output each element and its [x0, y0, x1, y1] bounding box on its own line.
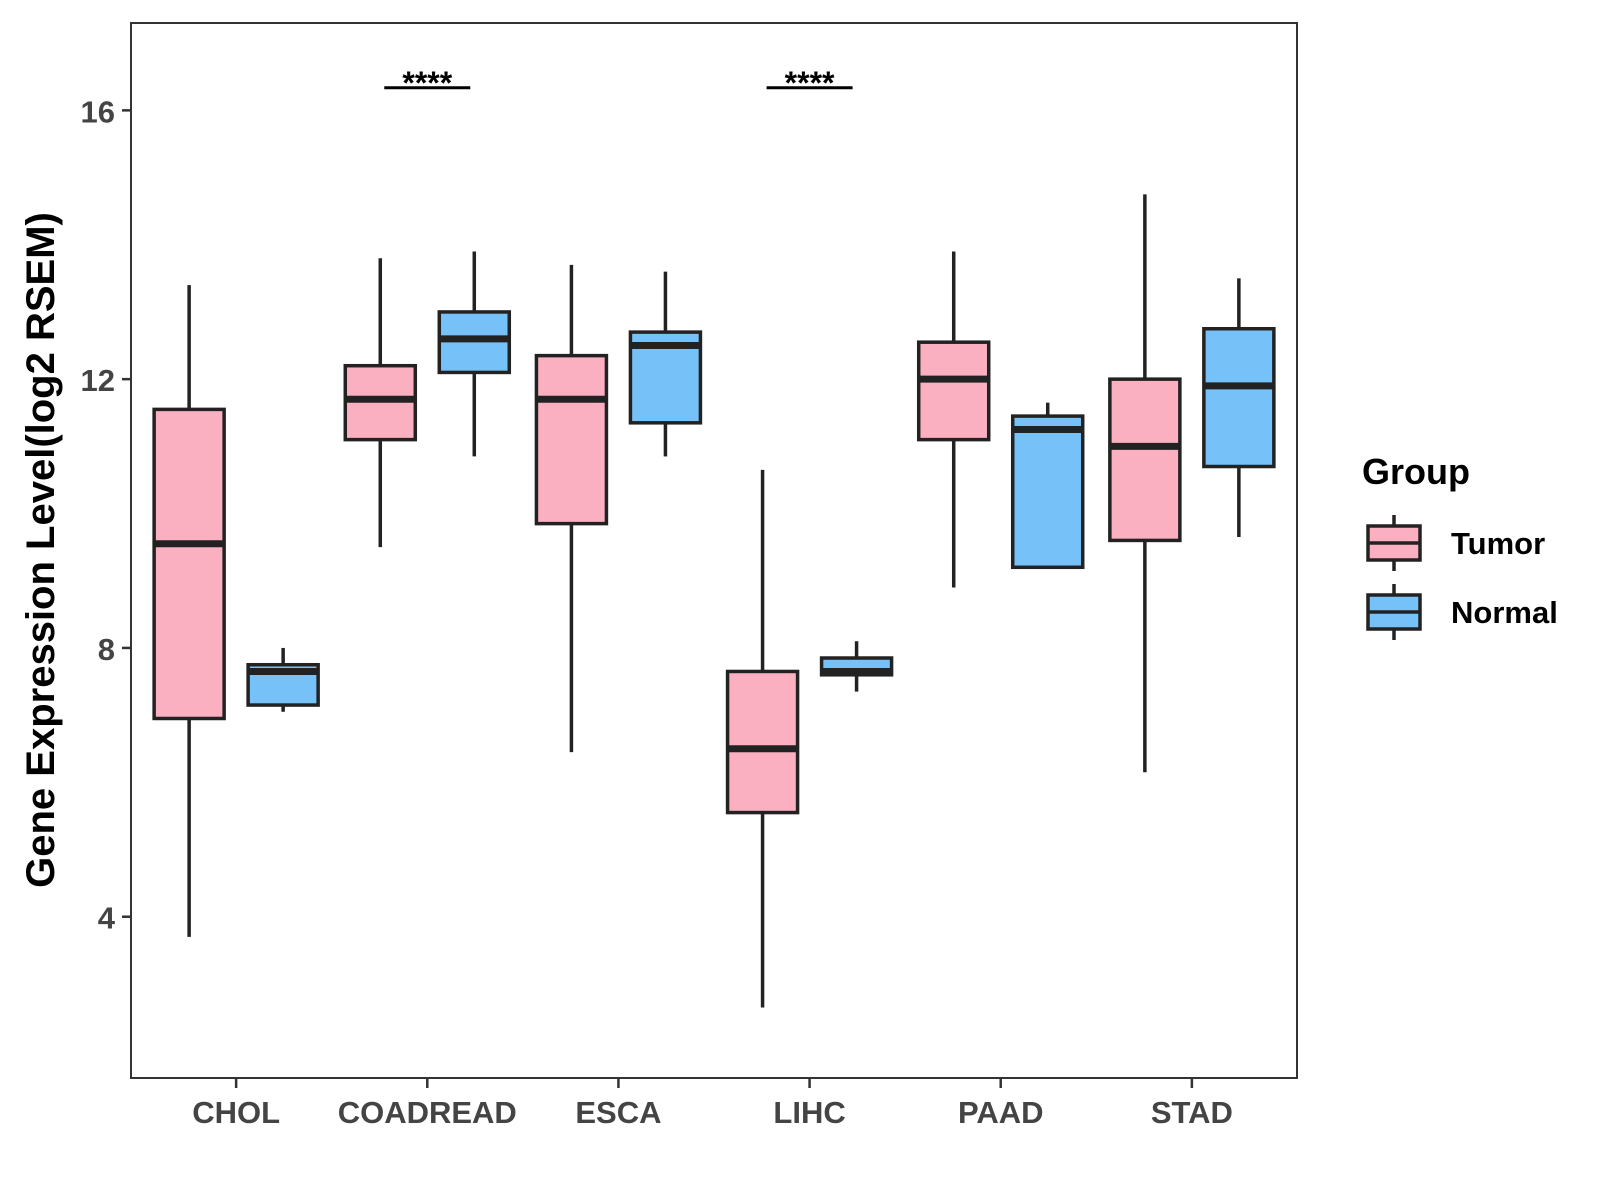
significance-label: ****	[785, 65, 835, 101]
plot-panel-border	[130, 22, 1298, 1079]
legend-label-tumor: Tumor	[1451, 526, 1545, 561]
tumor-stad-box	[1108, 377, 1182, 543]
tumor-paad-box	[916, 340, 991, 442]
x-tick-label: COADREAD	[338, 1095, 517, 1130]
x-tick-label: STAD	[1151, 1095, 1233, 1130]
significance-label: ****	[402, 65, 452, 101]
x-tick-label: ESCA	[575, 1095, 661, 1130]
x-tick-label: PAAD	[958, 1095, 1044, 1130]
y-axis-title: Gene Expression Level(log2 RSEM)	[19, 212, 63, 888]
normal-paad-box	[1010, 414, 1085, 570]
tumor-esca-box	[534, 353, 609, 526]
tumor-chol-box	[152, 407, 226, 721]
x-tick-label: CHOL	[192, 1095, 280, 1130]
y-tick-label: 8	[98, 632, 115, 667]
legend-label-normal: Normal	[1451, 595, 1558, 630]
legend-title: Group	[1362, 451, 1470, 492]
legend: Group Tumor Normal	[1362, 451, 1558, 640]
x-tick-label: LIHC	[773, 1095, 845, 1130]
y-tick-label: 16	[81, 94, 115, 129]
tumor-lihc-box	[725, 669, 800, 815]
y-tick-label: 12	[81, 363, 115, 398]
y-tick-label: 4	[98, 901, 116, 936]
plot-area: 4 8 12 16 CHOL COADREAD ESCA LIHC PAAD STAD **** **…	[81, 22, 1298, 1130]
normal-stad-box	[1202, 326, 1276, 469]
